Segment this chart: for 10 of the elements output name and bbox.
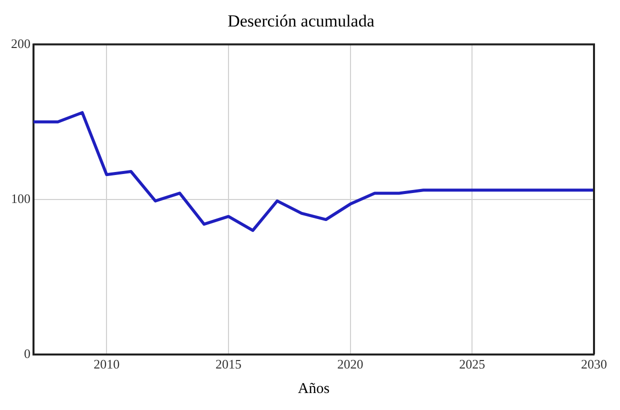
x-tick-label: 2030 [581, 356, 607, 372]
y-tick-label: 0 [24, 346, 30, 361]
x-tick-label: 2025 [459, 356, 486, 372]
x-tick-label: 2015 [215, 356, 242, 372]
y-tick-label: 200 [11, 36, 30, 51]
x-tick-label: 2020 [337, 356, 364, 372]
y-tick-label: 100 [11, 190, 30, 206]
x-axis-title: Años [298, 380, 330, 397]
x-tick-label: 2010 [94, 356, 120, 372]
chart-title: Deserción acumulada [228, 12, 375, 31]
